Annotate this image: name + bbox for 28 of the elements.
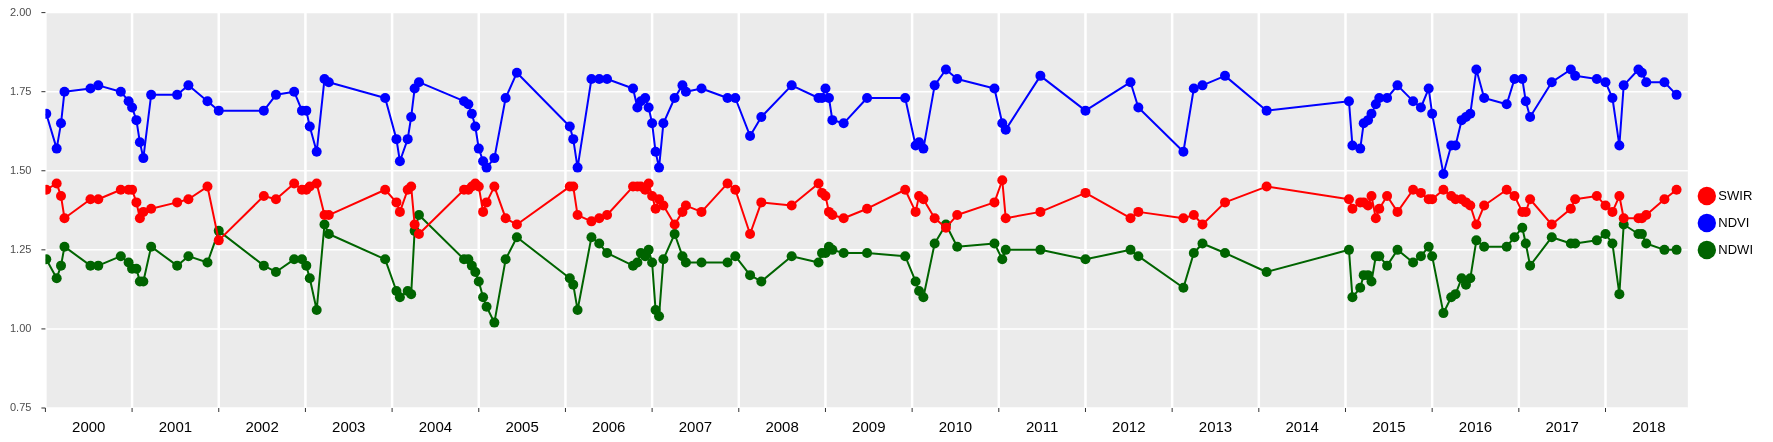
x-tick-label: 2014 bbox=[1285, 418, 1319, 436]
x-tick-label: 2003 bbox=[332, 418, 366, 436]
x-tick-label: 2004 bbox=[418, 418, 453, 436]
legend-label: NDVI bbox=[1718, 214, 1750, 230]
x-tick-label: 2011 bbox=[1026, 418, 1059, 436]
x-tick-label: 2015 bbox=[1372, 418, 1406, 436]
x-tick-label: 2007 bbox=[678, 418, 713, 436]
x-tick-label: 2013 bbox=[1198, 418, 1233, 436]
x-tick-label: 2006 bbox=[592, 418, 626, 436]
y-tick-label: 2.00 bbox=[9, 5, 32, 18]
y-tick-label: 1.25 bbox=[9, 242, 32, 255]
x-tick-label: 2016 bbox=[1458, 418, 1493, 436]
x-tick-label: 2010 bbox=[938, 418, 973, 436]
legend-label: SWIR bbox=[1718, 187, 1753, 203]
x-tick-label: 2012 bbox=[1112, 418, 1146, 436]
y-tick-label: 1.00 bbox=[9, 321, 32, 334]
legend-label: NDWI bbox=[1718, 241, 1754, 257]
x-tick-label: 2008 bbox=[765, 418, 799, 436]
x-tick-label: 2001 bbox=[158, 418, 193, 436]
x-tick-label: 2000 bbox=[72, 418, 106, 436]
y-tick-label: 1.75 bbox=[9, 84, 32, 97]
y-tick-label: 1.50 bbox=[9, 163, 32, 176]
x-tick-label: 2002 bbox=[245, 418, 279, 436]
x-tick-label: 2017 bbox=[1545, 418, 1579, 436]
y-tick-label: 0.75 bbox=[9, 401, 32, 414]
x-tick-label: 2009 bbox=[852, 418, 886, 436]
x-tick-label: 2018 bbox=[1632, 418, 1666, 436]
x-tick-label: 2005 bbox=[505, 418, 539, 436]
